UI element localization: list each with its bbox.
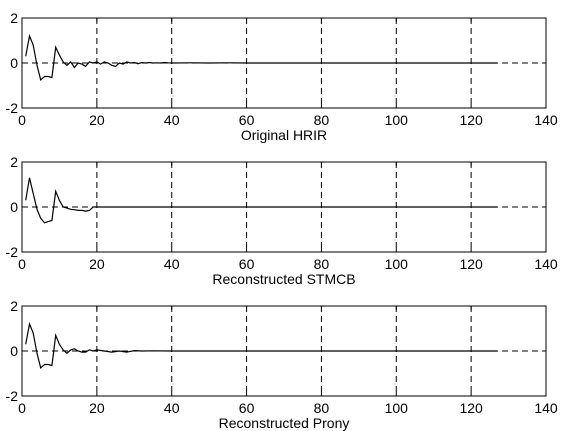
x-tick-label: 120 xyxy=(459,112,483,128)
x-axis-label: Original HRIR xyxy=(241,127,327,143)
x-tick-label: 0 xyxy=(18,400,26,416)
x-tick-label: 140 xyxy=(534,112,558,128)
series-line xyxy=(25,321,498,370)
x-tick-label: 20 xyxy=(89,400,105,416)
x-tick-label: 60 xyxy=(239,256,255,272)
x-tick-label: 60 xyxy=(239,400,255,416)
x-tick-label: 100 xyxy=(385,400,409,416)
y-tick-label: -2 xyxy=(6,244,19,260)
y-tick-label: -2 xyxy=(6,388,19,404)
x-axis-label: Reconstructed Prony xyxy=(219,415,350,431)
x-tick-label: 80 xyxy=(314,256,330,272)
x-tick-label: 0 xyxy=(18,256,26,272)
x-tick-label: 20 xyxy=(89,256,105,272)
x-tick-label: 120 xyxy=(459,400,483,416)
x-tick-label: 0 xyxy=(18,112,26,128)
x-tick-label: 120 xyxy=(459,256,483,272)
x-tick-label: 40 xyxy=(164,256,180,272)
x-tick-label: 100 xyxy=(385,112,409,128)
x-tick-label: 40 xyxy=(164,112,180,128)
x-tick-label: 80 xyxy=(314,400,330,416)
x-tick-label: 140 xyxy=(534,400,558,416)
y-tick-label: 0 xyxy=(10,55,18,71)
y-tick-label: 2 xyxy=(10,10,18,26)
x-tick-label: 140 xyxy=(534,256,558,272)
y-tick-label: 0 xyxy=(10,199,18,215)
x-tick-label: 100 xyxy=(385,256,409,272)
x-tick-label: 60 xyxy=(239,112,255,128)
series-line xyxy=(25,33,498,82)
y-tick-label: 0 xyxy=(10,343,18,359)
x-tick-label: 80 xyxy=(314,112,330,128)
y-tick-label: 2 xyxy=(10,298,18,314)
series-line xyxy=(25,177,498,224)
x-tick-label: 40 xyxy=(164,400,180,416)
y-tick-label: 2 xyxy=(10,154,18,170)
x-axis-label: Reconstructed STMCB xyxy=(212,271,355,287)
y-tick-label: -2 xyxy=(6,100,19,116)
x-tick-label: 20 xyxy=(89,112,105,128)
